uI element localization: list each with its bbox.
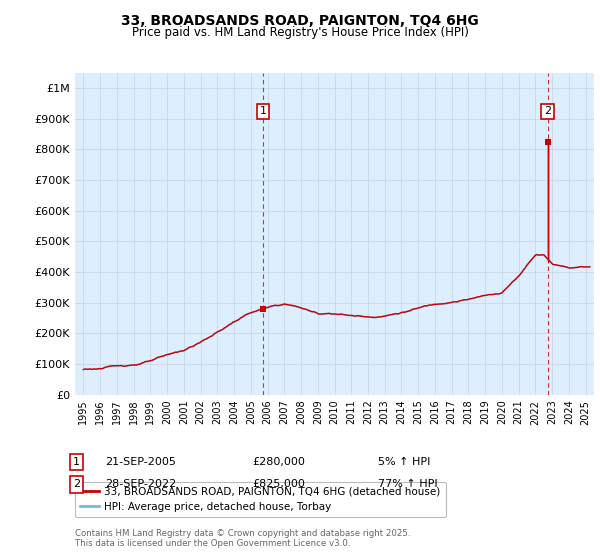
Text: 2: 2: [73, 479, 80, 489]
Text: 1: 1: [73, 457, 80, 467]
Text: 5% ↑ HPI: 5% ↑ HPI: [378, 457, 430, 467]
Text: 2: 2: [544, 106, 551, 116]
Text: 1: 1: [259, 106, 266, 116]
Text: Contains HM Land Registry data © Crown copyright and database right 2025.
This d: Contains HM Land Registry data © Crown c…: [75, 529, 410, 548]
Text: 21-SEP-2005: 21-SEP-2005: [105, 457, 176, 467]
Text: 33, BROADSANDS ROAD, PAIGNTON, TQ4 6HG: 33, BROADSANDS ROAD, PAIGNTON, TQ4 6HG: [121, 14, 479, 28]
Legend: 33, BROADSANDS ROAD, PAIGNTON, TQ4 6HG (detached house), HPI: Average price, det: 33, BROADSANDS ROAD, PAIGNTON, TQ4 6HG (…: [75, 482, 446, 517]
Text: £825,000: £825,000: [252, 479, 305, 489]
Text: Price paid vs. HM Land Registry's House Price Index (HPI): Price paid vs. HM Land Registry's House …: [131, 26, 469, 39]
Text: £280,000: £280,000: [252, 457, 305, 467]
Text: 28-SEP-2022: 28-SEP-2022: [105, 479, 176, 489]
Text: 77% ↑ HPI: 77% ↑ HPI: [378, 479, 437, 489]
